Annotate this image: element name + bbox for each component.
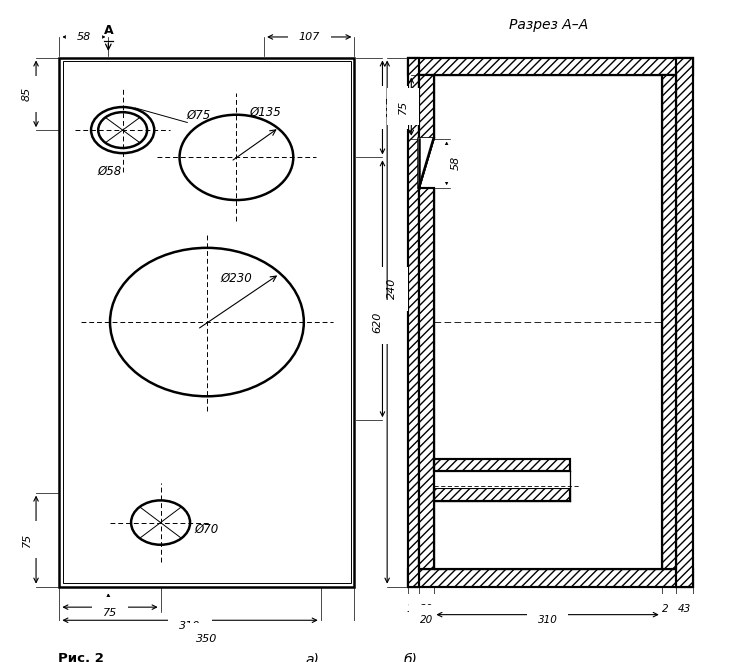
Text: А: А [104, 24, 113, 37]
Text: Ø230: Ø230 [220, 272, 252, 285]
Bar [408, 569, 693, 587]
Bar [408, 58, 419, 587]
Text: 58: 58 [451, 156, 461, 171]
Bar [662, 75, 676, 569]
Bar [408, 569, 693, 587]
Text: Ø75: Ø75 [186, 109, 210, 122]
Bar [434, 489, 570, 501]
Bar [408, 58, 419, 587]
Bar [419, 75, 434, 138]
Text: 75: 75 [21, 532, 32, 547]
Bar [676, 58, 693, 587]
Bar [434, 489, 570, 501]
Text: 620: 620 [373, 311, 383, 333]
Text: 117: 117 [387, 97, 397, 118]
Bar [419, 75, 434, 138]
Text: 85: 85 [21, 87, 32, 101]
Text: 20: 20 [420, 604, 433, 614]
Polygon shape [419, 138, 434, 188]
Text: 75: 75 [103, 608, 117, 618]
Text: 43: 43 [678, 604, 692, 614]
Text: 20: 20 [420, 615, 433, 626]
Text: 240: 240 [387, 278, 397, 299]
Text: Разрез А–А: Разрез А–А [509, 19, 588, 32]
Bar [419, 188, 434, 569]
Bar [434, 459, 570, 471]
Bar [676, 58, 693, 587]
Bar [662, 75, 676, 569]
Text: 310: 310 [180, 621, 201, 631]
Bar [408, 58, 693, 75]
Text: 15: 15 [407, 604, 420, 614]
Bar [434, 471, 570, 489]
Bar [63, 62, 350, 583]
Text: 350: 350 [197, 634, 218, 644]
Text: А: А [104, 607, 113, 620]
Text: Ø70: Ø70 [194, 523, 219, 536]
Text: 310: 310 [538, 615, 558, 626]
Bar [434, 459, 570, 471]
Text: а): а) [305, 652, 319, 662]
Polygon shape [419, 138, 434, 188]
Text: Рис. 2: Рис. 2 [57, 652, 104, 662]
Text: 58: 58 [77, 32, 91, 42]
Text: Ø58: Ø58 [98, 165, 122, 177]
Text: б): б) [403, 652, 417, 662]
Text: 75: 75 [398, 99, 408, 114]
Text: Ø135: Ø135 [249, 106, 280, 119]
Text: 107: 107 [299, 32, 320, 42]
Bar [419, 188, 434, 569]
Bar [60, 58, 354, 587]
Text: 20: 20 [662, 604, 676, 614]
Bar [408, 58, 693, 75]
